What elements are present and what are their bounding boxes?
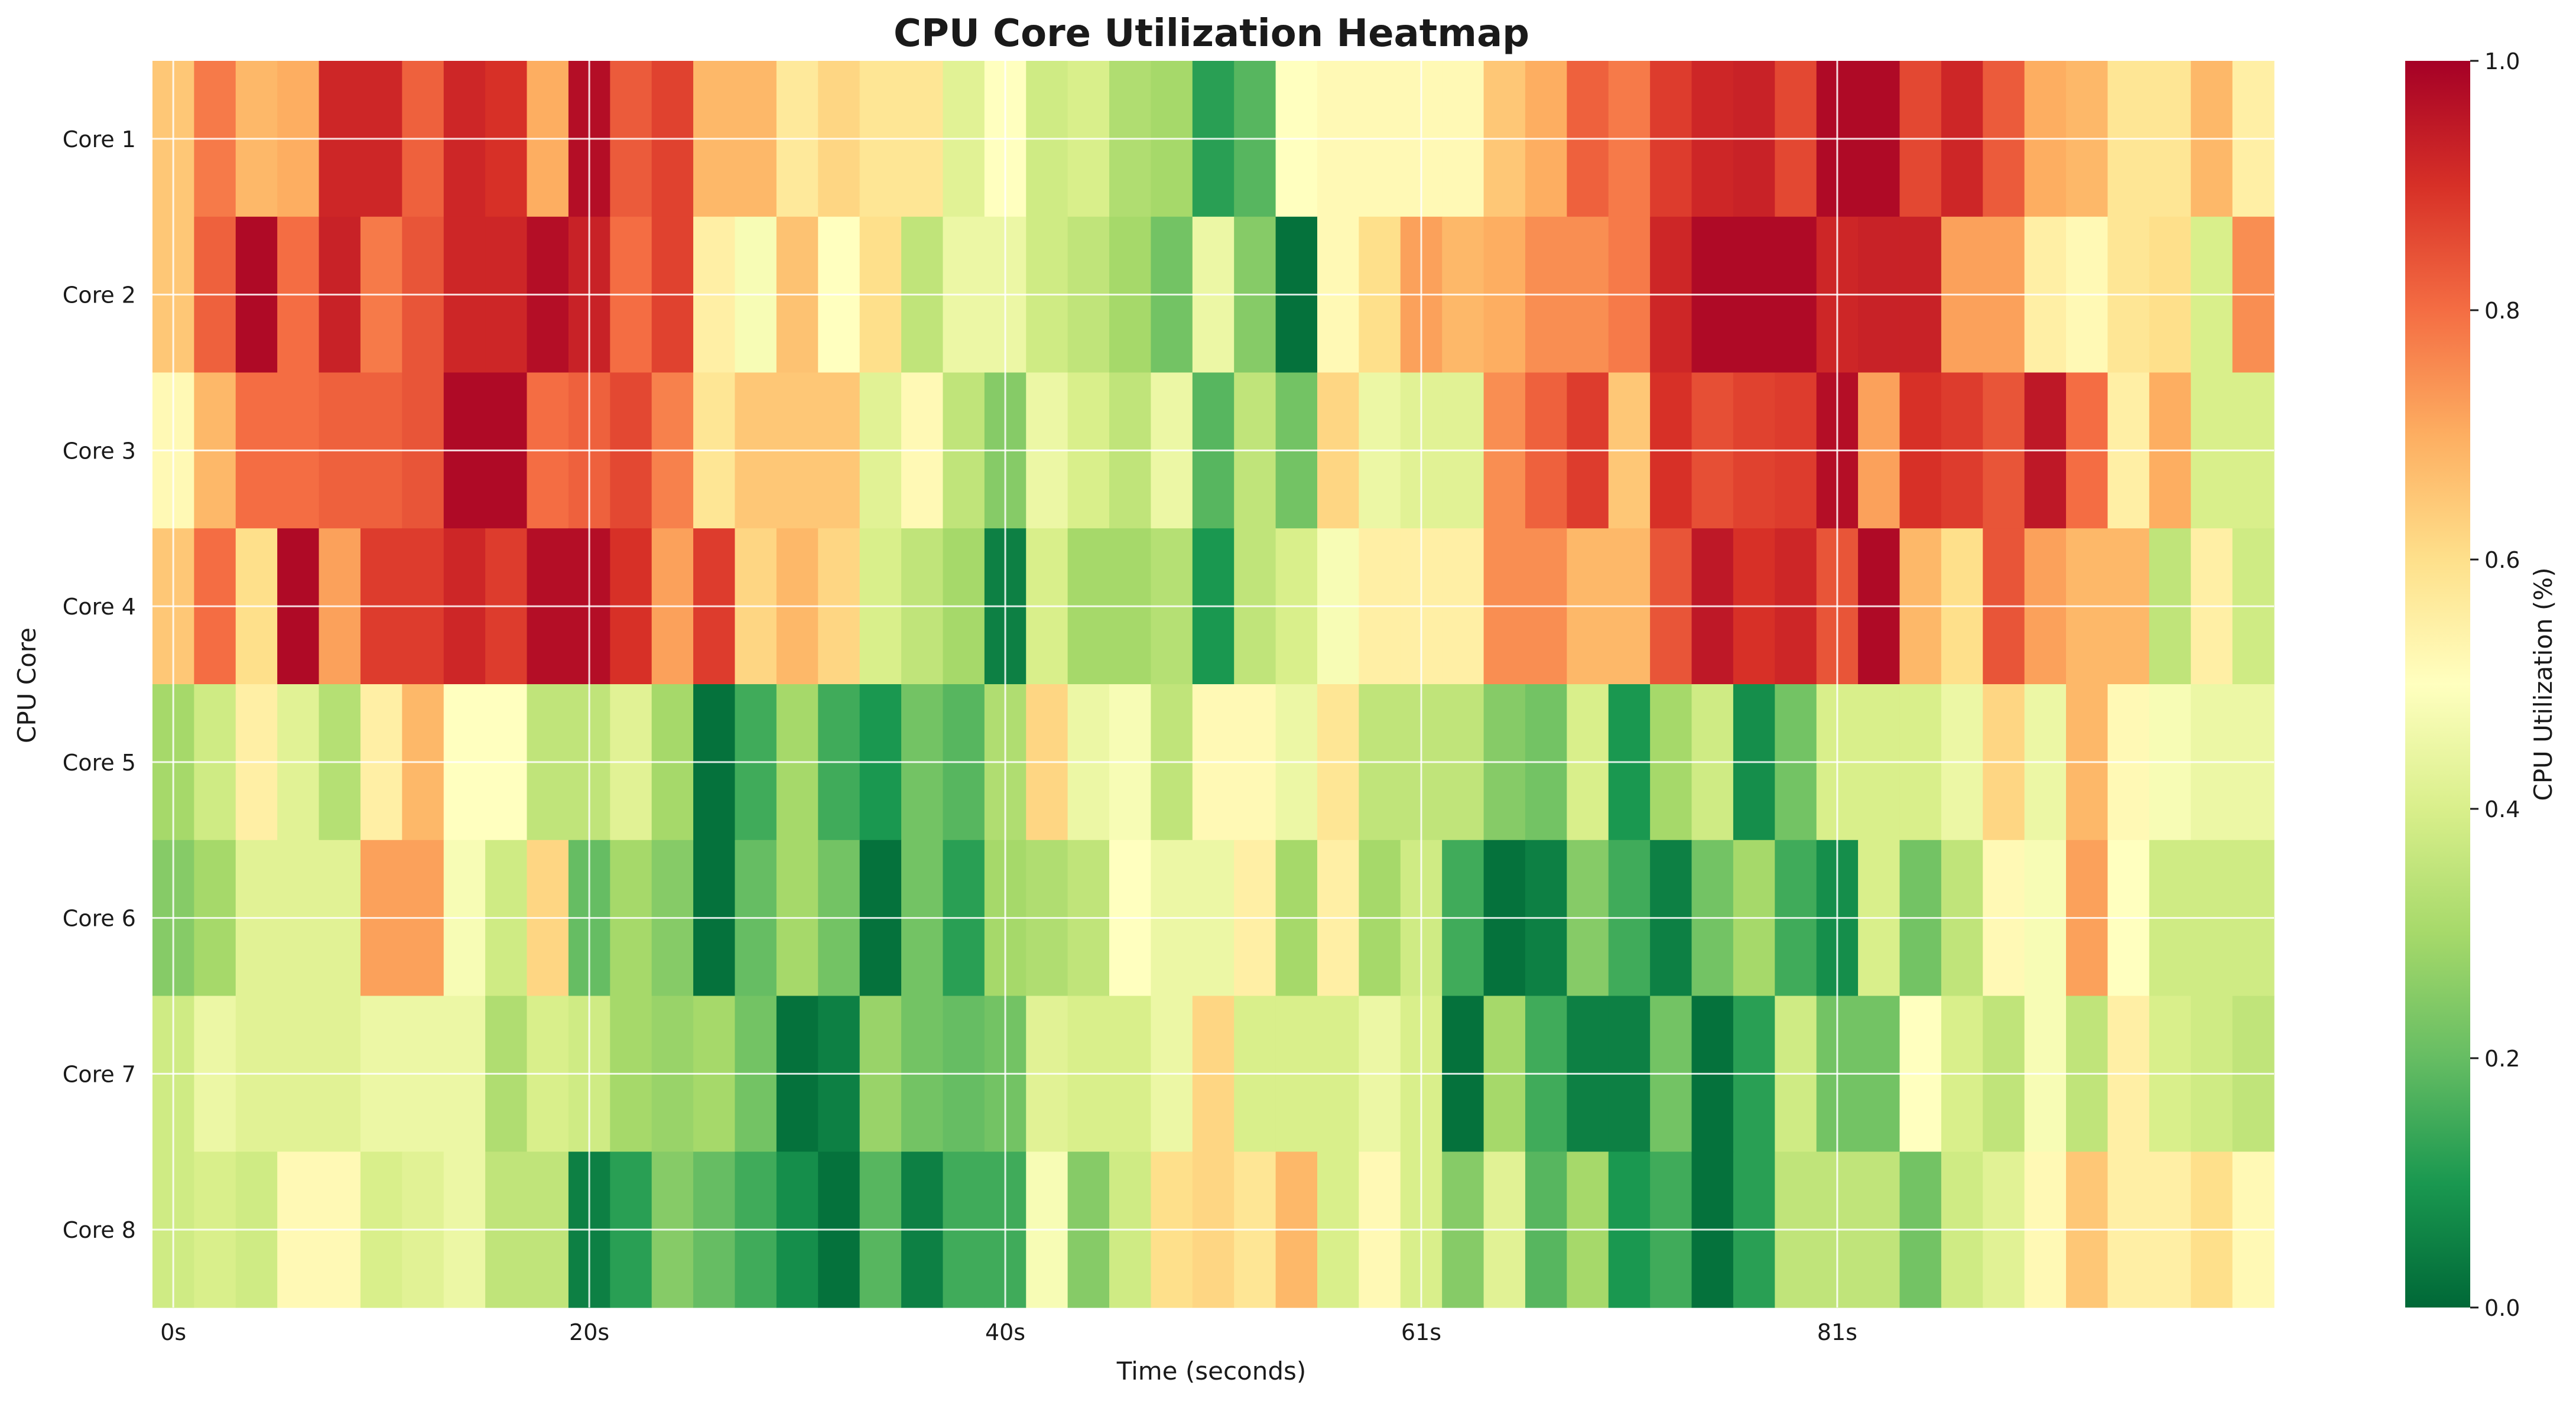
chart-title: CPU Core Utilization Heatmap (894, 12, 1529, 56)
y-tick-label: Core 6 (63, 906, 136, 932)
y-tick-labels: Core 1 Core 2 Core 3 Core 4 Core 5 Core 6 Core… (63, 126, 136, 1243)
x-tick-labels: 0s 20s 40s 61s 81s (160, 1319, 1857, 1345)
x-tick-label: 0s (160, 1319, 186, 1345)
y-tick-label: Core 5 (63, 750, 136, 776)
colorbar-tick-labels: 0.0 0.2 0.4 0.6 0.8 1.0 (2470, 48, 2520, 1321)
grid-lines (152, 61, 2274, 1308)
y-tick-label: Core 3 (63, 438, 136, 464)
x-tick-label: 20s (569, 1319, 609, 1345)
colorbar-tick-label: 0.4 (2484, 796, 2520, 822)
colorbar-tick-label: 0.8 (2484, 298, 2520, 324)
heatmap-cells (152, 61, 2275, 1308)
colorbar-tick-label: 0.0 (2484, 1295, 2520, 1321)
x-tick-label: 61s (1401, 1319, 1441, 1345)
y-tick-label: Core 7 (63, 1061, 136, 1087)
colorbar-tick-label: 1.0 (2484, 48, 2520, 74)
x-tick-label: 81s (1817, 1319, 1857, 1345)
colorbar-tick-label: 0.6 (2484, 547, 2520, 573)
colorbar-label: CPU Utilization (%) (2529, 567, 2558, 801)
y-tick-label: Core 8 (63, 1217, 136, 1243)
x-axis-label: Time (seconds) (1116, 1357, 1307, 1386)
colorbar-tick-label: 0.2 (2484, 1046, 2520, 1072)
y-tick-label: Core 2 (63, 282, 136, 308)
y-tick-label: Core 4 (63, 594, 136, 620)
y-axis-label: CPU Core (12, 627, 41, 743)
y-tick-label: Core 1 (63, 126, 136, 152)
x-tick-label: 40s (985, 1319, 1025, 1345)
colorbar (2405, 61, 2470, 1308)
